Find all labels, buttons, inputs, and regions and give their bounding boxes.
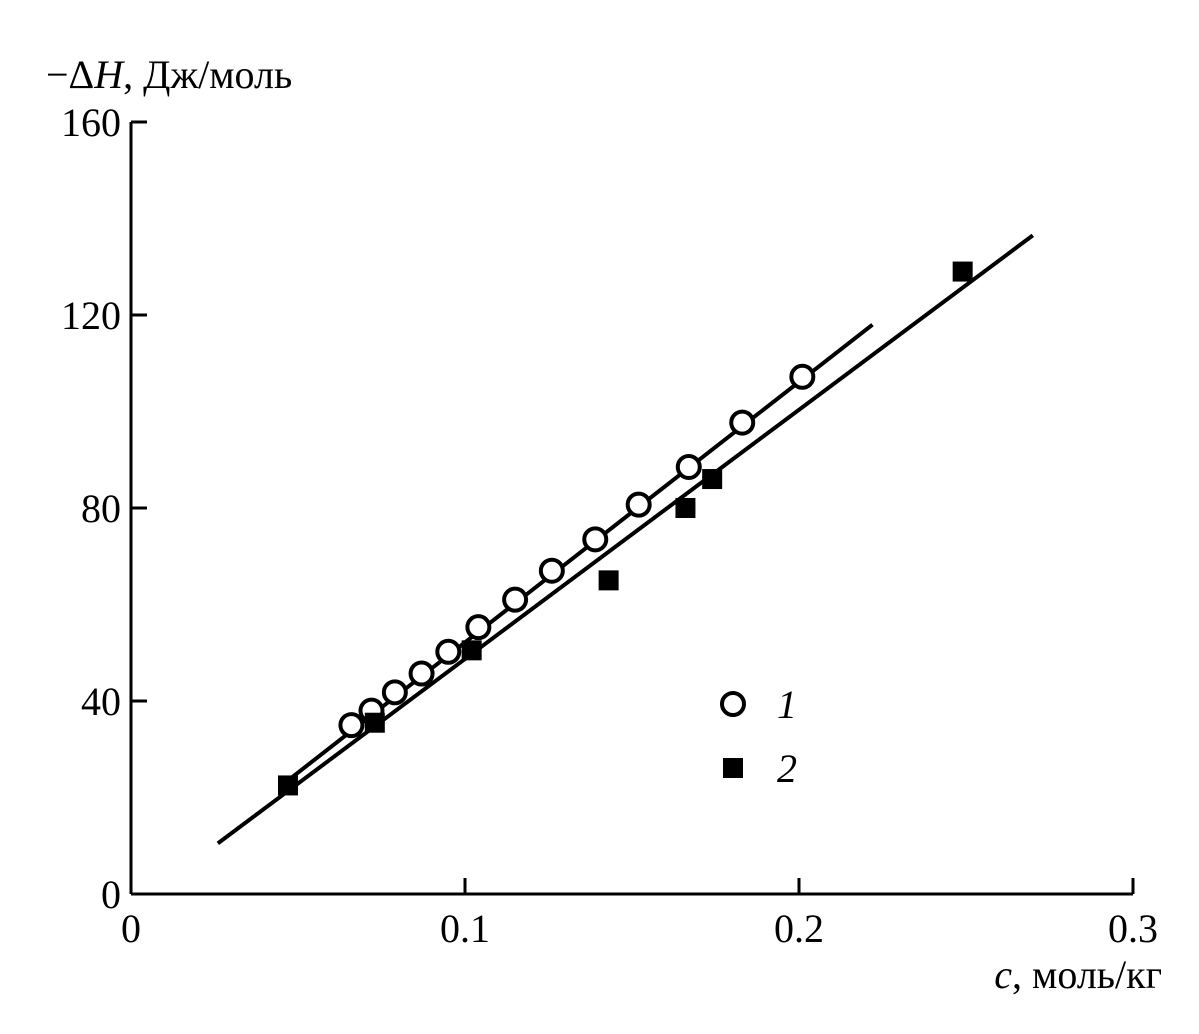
data-point-series-1 xyxy=(538,557,565,584)
data-point-series-2 xyxy=(461,640,482,661)
x-tick-label: 0.2 xyxy=(774,906,824,951)
data-point-series-1 xyxy=(381,679,408,706)
data-point-series-2 xyxy=(277,775,298,796)
data-point-series-1 xyxy=(338,712,365,739)
data-point-series-2 xyxy=(598,570,619,591)
data-point-series-2 xyxy=(952,261,973,282)
x-tick-label: 0 xyxy=(121,906,141,951)
y-axis-label-sign: −Δ xyxy=(46,52,94,97)
y-axis-label-unit: , Дж/моль xyxy=(123,52,292,97)
data-point-series-1 xyxy=(625,491,652,518)
data-point-series-1 xyxy=(582,526,609,553)
x-tick-label: 0.3 xyxy=(1108,906,1158,951)
y-axis-label-variable: H xyxy=(93,52,125,97)
x-tick-label: 0.1 xyxy=(440,906,490,951)
legend-label-series-2: 2 xyxy=(777,746,797,791)
y-tick-label: 80 xyxy=(81,486,121,531)
y-tick-label: 0 xyxy=(101,872,121,917)
data-point-series-2 xyxy=(702,469,723,490)
y-tick-label: 120 xyxy=(61,293,121,338)
axes: 0 40 80 120 160 0 0.1 0.2 0.3 xyxy=(61,100,1158,951)
x-axis-label: c, моль/кг xyxy=(994,952,1162,997)
y-tick-label: 160 xyxy=(61,100,121,145)
data-point-series-1 xyxy=(502,586,529,613)
data-point-series-1 xyxy=(729,409,756,436)
fit-lines xyxy=(216,233,1034,845)
data-point-series-1 xyxy=(435,638,462,665)
data-point-series-2 xyxy=(364,712,385,733)
markers xyxy=(277,261,973,796)
data-point-series-1 xyxy=(675,453,702,480)
legend-marker-series-1 xyxy=(720,691,746,717)
data-point-series-2 xyxy=(675,498,696,518)
data-point-series-1 xyxy=(789,363,816,390)
legend-marker-series-2 xyxy=(723,758,743,778)
x-axis-label-unit: , моль/кг xyxy=(1012,952,1162,997)
legend-label-series-1: 1 xyxy=(777,682,797,727)
legend: 12 xyxy=(720,682,797,791)
y-tick-label: 40 xyxy=(81,679,121,724)
data-point-series-1 xyxy=(408,660,435,687)
y-axis-label: −ΔH, Дж/моль xyxy=(46,52,292,97)
fit-line-series-2 xyxy=(216,233,1034,845)
x-axis-label-variable: c xyxy=(994,952,1012,997)
data-point-series-1 xyxy=(465,614,492,641)
